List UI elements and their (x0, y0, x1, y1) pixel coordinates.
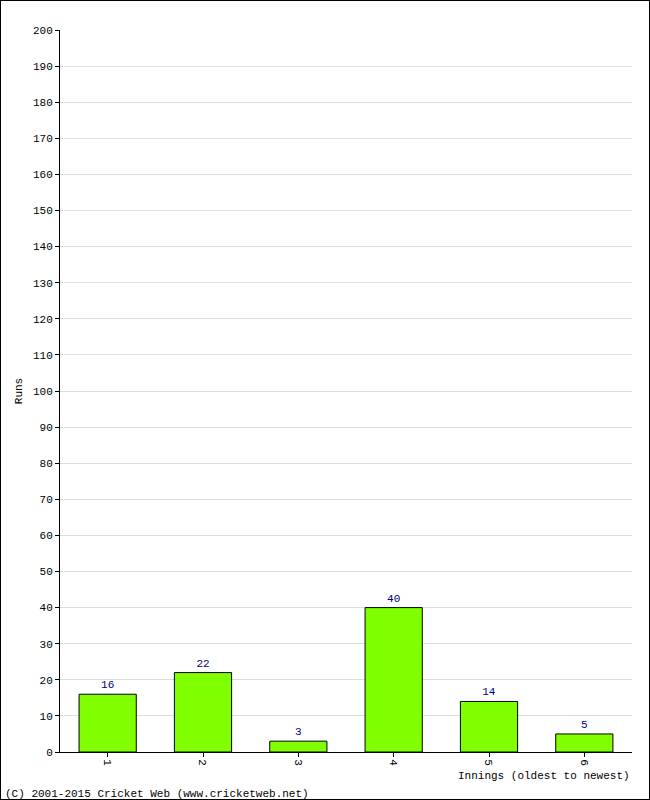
svg-text:3: 3 (295, 726, 302, 738)
svg-text:30: 30 (40, 639, 53, 651)
svg-text:180: 180 (33, 97, 53, 109)
svg-text:Runs: Runs (13, 378, 25, 404)
svg-text:10: 10 (40, 711, 53, 723)
svg-text:20: 20 (40, 675, 53, 687)
svg-text:70: 70 (40, 494, 53, 506)
svg-text:60: 60 (40, 530, 53, 542)
svg-text:200: 200 (33, 25, 53, 37)
svg-text:190: 190 (33, 61, 53, 73)
svg-text:130: 130 (33, 278, 53, 290)
svg-text:4: 4 (387, 759, 399, 766)
svg-text:40: 40 (40, 602, 53, 614)
svg-text:14: 14 (482, 686, 496, 698)
svg-text:Innings (oldest to newest): Innings (oldest to newest) (458, 770, 630, 782)
svg-text:120: 120 (33, 314, 53, 326)
svg-text:3: 3 (292, 759, 304, 766)
svg-text:6: 6 (578, 759, 590, 766)
svg-text:1: 1 (101, 759, 113, 766)
svg-text:160: 160 (33, 169, 53, 181)
svg-text:(C) 2001-2015 Cricket Web (www: (C) 2001-2015 Cricket Web (www.cricketwe… (5, 788, 309, 799)
svg-text:170: 170 (33, 133, 53, 145)
svg-text:90: 90 (40, 422, 53, 434)
svg-text:50: 50 (40, 566, 53, 578)
svg-text:5: 5 (482, 759, 494, 766)
svg-text:110: 110 (33, 350, 53, 362)
svg-text:100: 100 (33, 386, 53, 398)
svg-text:40: 40 (387, 593, 400, 605)
svg-text:150: 150 (33, 205, 53, 217)
svg-text:0: 0 (46, 747, 53, 759)
svg-text:140: 140 (33, 241, 53, 253)
svg-text:22: 22 (196, 658, 209, 670)
svg-text:2: 2 (196, 759, 208, 766)
svg-text:16: 16 (101, 679, 114, 691)
svg-text:5: 5 (581, 719, 588, 731)
svg-text:80: 80 (40, 458, 53, 470)
